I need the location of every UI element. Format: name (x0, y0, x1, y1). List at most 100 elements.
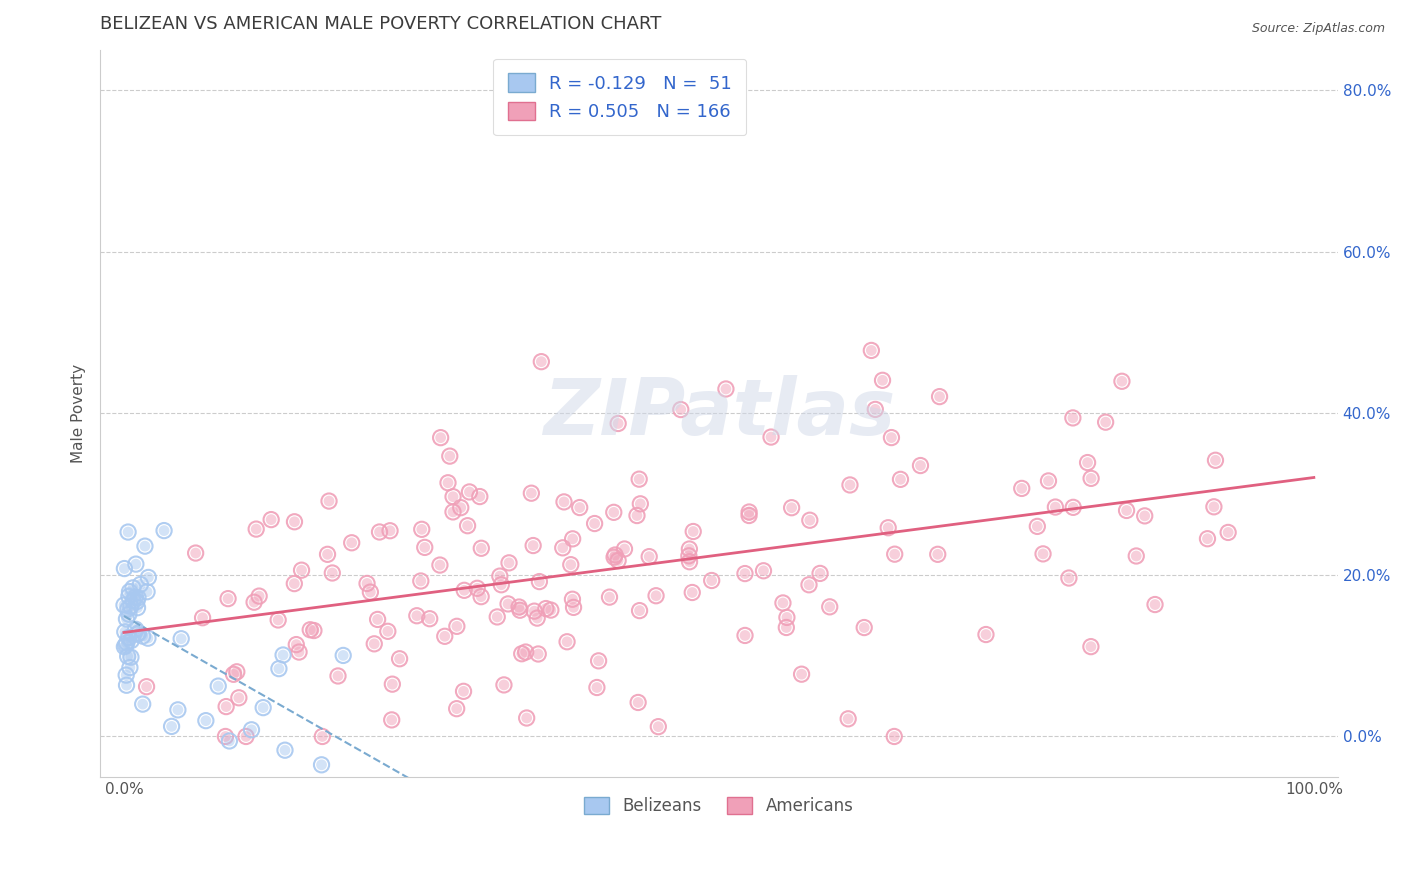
Point (332, 648, 354, 663)
Point (883, 547, 905, 561)
Point (628, 497, 651, 511)
Point (613, 541, 636, 556)
Point (678, 541, 700, 556)
Point (125, 594, 148, 608)
Point (488, 569, 510, 583)
Point (647, 720, 669, 734)
Point (136, 631, 159, 645)
Point (115, 612, 138, 626)
Point (678, 549, 700, 563)
Point (332, 648, 354, 663)
Point (561, 592, 583, 607)
Point (540, 603, 562, 617)
Point (780, 500, 803, 515)
Point (118, 590, 141, 604)
Point (555, 634, 578, 648)
Point (134, 539, 156, 553)
Point (872, 373, 894, 387)
Point (1080, 640, 1102, 654)
Point (194, 714, 217, 728)
Point (714, 382, 737, 396)
Point (267, 662, 290, 676)
Point (271, 648, 294, 662)
Point (240, 723, 263, 737)
Point (627, 696, 650, 710)
Point (128, 625, 150, 640)
Point (1062, 411, 1084, 425)
Point (837, 712, 859, 726)
Point (860, 343, 883, 358)
Point (752, 564, 775, 578)
Point (865, 402, 887, 417)
Point (405, 608, 427, 623)
Point (340, 535, 363, 549)
Point (681, 585, 703, 599)
Point (120, 633, 142, 648)
Point (603, 550, 626, 565)
Point (465, 582, 488, 596)
Point (311, 730, 333, 744)
Point (409, 574, 432, 588)
Point (117, 631, 139, 645)
Point (131, 697, 153, 711)
Point (523, 604, 546, 618)
Point (465, 582, 488, 596)
Point (837, 712, 859, 726)
Point (419, 612, 441, 626)
Point (853, 621, 876, 635)
Point (1080, 471, 1102, 485)
Point (1032, 547, 1054, 561)
Point (138, 570, 160, 584)
Point (678, 555, 700, 569)
Point (225, 665, 247, 679)
Point (560, 558, 582, 572)
Point (131, 629, 153, 643)
Point (446, 619, 468, 633)
Point (441, 490, 464, 504)
Point (359, 585, 381, 599)
Point (118, 584, 141, 599)
Point (515, 645, 537, 659)
Point (883, 730, 905, 744)
Point (299, 623, 322, 637)
Point (122, 594, 145, 608)
Point (1202, 500, 1225, 514)
Point (429, 558, 451, 572)
Point (267, 613, 290, 627)
Point (638, 549, 661, 564)
Point (526, 611, 548, 625)
Point (1080, 640, 1102, 654)
Point (603, 548, 626, 562)
Point (1094, 415, 1116, 429)
Point (167, 703, 190, 717)
Point (797, 578, 820, 592)
Point (115, 636, 138, 650)
Point (628, 472, 651, 486)
Point (583, 516, 606, 531)
Point (529, 574, 551, 589)
Point (468, 490, 491, 504)
Point (321, 566, 343, 580)
Point (523, 604, 546, 618)
Point (678, 549, 700, 563)
Point (492, 678, 515, 692)
Point (318, 494, 340, 508)
Point (510, 647, 533, 661)
Point (1204, 453, 1226, 467)
Point (1077, 456, 1099, 470)
Point (378, 524, 401, 538)
Point (714, 382, 737, 396)
Point (446, 701, 468, 715)
Point (560, 558, 582, 572)
Point (131, 697, 153, 711)
Point (388, 652, 411, 666)
Point (928, 390, 950, 404)
Point (628, 604, 651, 618)
Point (1197, 532, 1219, 546)
Point (470, 590, 492, 604)
Point (288, 645, 311, 659)
Point (274, 743, 297, 757)
Point (470, 541, 492, 556)
Point (122, 581, 145, 595)
Point (413, 541, 436, 555)
